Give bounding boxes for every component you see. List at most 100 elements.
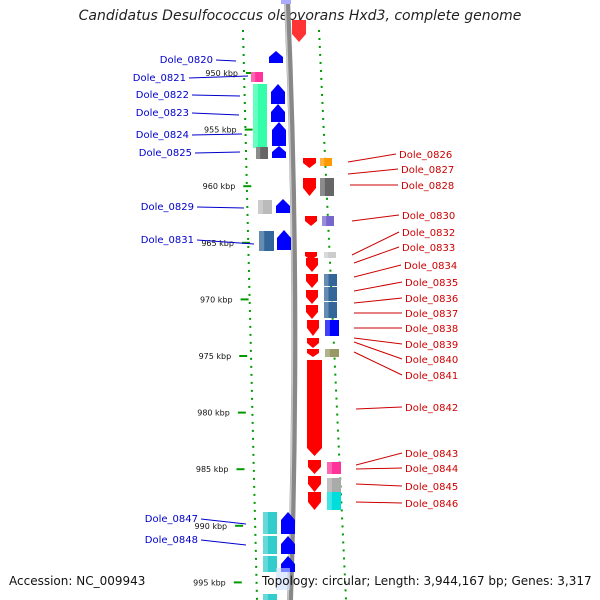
gene-label-right: Dole_0844 — [405, 464, 458, 475]
scale-tick-label: 990 kbp — [195, 522, 228, 531]
genome-track: 950 kbp955 kbp960 kbp965 kbp970 kbp975 k… — [0, 0, 600, 600]
leader-line-right — [354, 338, 402, 344]
gene-dole-0842 — [307, 360, 322, 456]
leader-line-right — [354, 247, 399, 263]
gene-label-left: Dole_0823 — [136, 108, 189, 119]
gene-label-left: Dole_0825 — [139, 148, 192, 159]
leader-line-right — [348, 169, 398, 174]
gene-dole-0843 — [308, 460, 321, 474]
gene-label-left: Dole_0821 — [133, 73, 186, 84]
gene-label-right: Dole_0828 — [401, 181, 454, 192]
gene-dole-0829-shine — [258, 200, 263, 214]
gene-dole-0846-a — [308, 492, 321, 510]
topology-text: Topology: circular; Length: 3,944,167 bp… — [262, 574, 592, 588]
gene-dole-0848-c-shine — [263, 556, 268, 572]
gene-dole-0837-shine — [324, 302, 329, 318]
leader-line-left — [192, 95, 240, 96]
scale-tick-label: 985 kbp — [196, 465, 229, 474]
gene-label-right: Dole_0842 — [405, 403, 458, 414]
gene-label-right: Dole_0832 — [402, 228, 455, 239]
leader-line-left — [216, 60, 236, 61]
gene-dole-0835-shine — [324, 274, 329, 286]
gene-label-right: Dole_0836 — [405, 294, 458, 305]
gene-dole-0823 — [271, 84, 285, 104]
leader-line-right — [354, 352, 402, 375]
gene-dole-0828-a — [303, 178, 316, 196]
leader-line-left — [197, 207, 244, 208]
scale-tick-label: 975 kbp — [199, 352, 232, 361]
gene-label-right: Dole_0839 — [405, 340, 458, 351]
gene-dole-0835-a — [306, 274, 318, 288]
gene-label-right: Dole_0827 — [401, 165, 454, 176]
gene-label-left: Dole_0824 — [136, 130, 189, 141]
leader-line-right — [356, 484, 402, 486]
gene-label-right: Dole_0840 — [405, 355, 458, 366]
gene-dole-0834 — [306, 258, 318, 272]
leader-line-right — [356, 468, 402, 469]
gene-dole-0839 — [307, 338, 319, 348]
leader-line-right — [354, 282, 402, 291]
gene-dole-0831-b — [277, 230, 291, 250]
gene-dole-0822-shine — [253, 84, 258, 148]
gene-dole-0838-shine — [325, 320, 330, 336]
accession-text: Accession: NC_009943 — [9, 574, 145, 588]
leader-line-right — [354, 298, 402, 303]
gene-dole-0833-shine — [324, 252, 328, 258]
gene-dole-0846-shine — [327, 492, 332, 510]
gene-dole-0831-shine — [259, 231, 264, 251]
leader-line-left — [195, 152, 240, 153]
gene-label-right: Dole_0834 — [404, 261, 457, 272]
gene-label-right: Dole_0833 — [402, 243, 455, 254]
leader-line-left — [192, 113, 239, 115]
gene-dole-0836-a — [306, 290, 318, 304]
scale-tick-label: 980 kbp — [197, 409, 230, 418]
gene-label-right: Dole_0846 — [405, 499, 458, 510]
leader-line-right — [352, 215, 399, 221]
gene-label-right: Dole_0845 — [405, 482, 458, 493]
gene-top-red — [292, 20, 306, 42]
gene-dole-0837-a — [306, 305, 318, 319]
gene-dole-0820-shine — [251, 72, 255, 82]
gene-label-left: Dole_0847 — [145, 514, 198, 525]
gene-label-right: Dole_0835 — [405, 278, 458, 289]
gene-dole-0841 — [307, 349, 319, 357]
gene-label-left: Dole_0831 — [141, 235, 194, 246]
scale-tick-label: 960 kbp — [203, 182, 236, 191]
gene-label-right: Dole_0837 — [405, 309, 458, 320]
gene-dole-0849-tail-shine — [263, 594, 268, 600]
gene-dole-0840-shine — [325, 349, 330, 357]
gene-label-left: Dole_0848 — [145, 535, 198, 546]
gene-label-right: Dole_0826 — [399, 150, 452, 161]
leader-line-right — [356, 453, 402, 465]
gene-dole-0836-shine — [324, 287, 329, 301]
gene-dole-0826 — [303, 158, 316, 168]
leader-line-right — [356, 407, 402, 409]
gene-label-right: Dole_0843 — [405, 449, 458, 460]
gene-label-left: Dole_0829 — [141, 202, 194, 213]
gene-dole-0845-shine — [327, 478, 332, 492]
gene-dole-0828-shine — [320, 178, 325, 196]
gene-dole-0825-b — [272, 146, 286, 158]
gene-dole-0824 — [272, 122, 286, 146]
gene-dole-0827-shine — [320, 158, 324, 166]
gene-dole-0845-a — [308, 476, 321, 492]
leader-line-right — [354, 265, 401, 277]
leader-line-left — [192, 134, 242, 135]
scale-tick-label: 955 kbp — [204, 126, 237, 135]
leader-line-right — [354, 342, 402, 359]
gene-dole-0821 — [269, 51, 283, 63]
gene-label-right: Dole_0841 — [405, 371, 458, 382]
gene-dole-0844-shine — [327, 462, 332, 474]
gene-dole-0830-shine — [322, 216, 326, 226]
gene-dole-0848-a-shine — [263, 536, 268, 554]
gene-dole-0825-shine — [256, 147, 260, 159]
gene-dole-0823-b — [271, 104, 285, 122]
gene-dole-0830-a — [305, 216, 317, 226]
scale-tick-label: 970 kbp — [200, 295, 233, 304]
gene-label-left: Dole_0822 — [136, 90, 189, 101]
gene-label-left: Dole_0820 — [160, 55, 213, 66]
gene-dole-0838-a — [307, 320, 319, 336]
leader-line-right — [356, 502, 402, 503]
gene-label-right: Dole_0830 — [402, 211, 455, 222]
scale-tick-label: 995 kbp — [193, 578, 226, 587]
